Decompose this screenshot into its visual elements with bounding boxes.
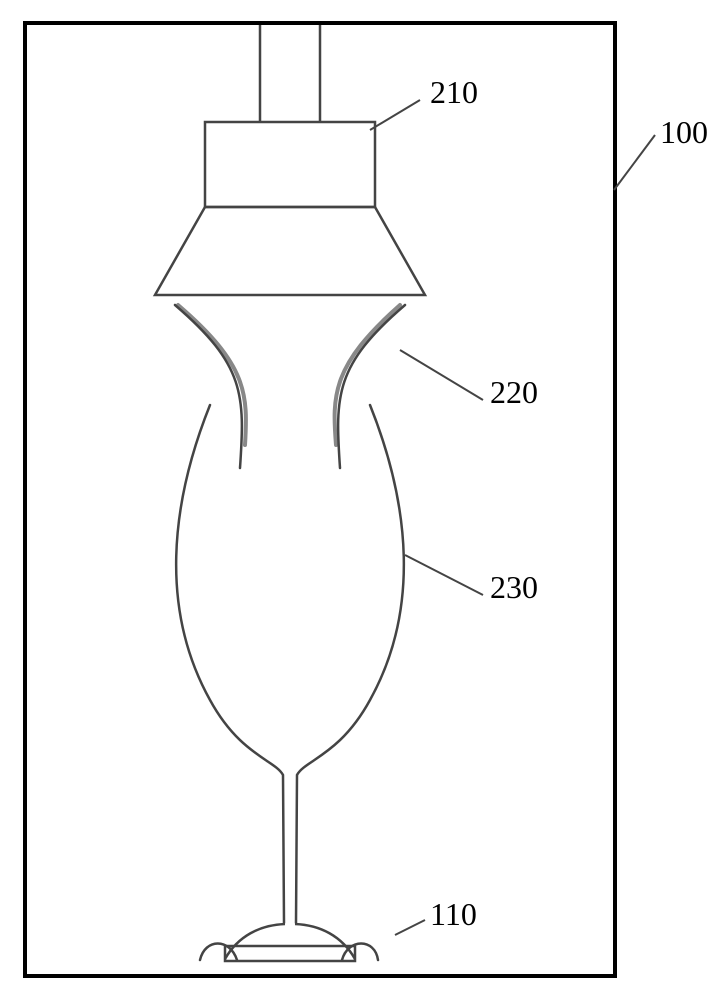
label-230: 230 <box>490 569 538 606</box>
top-wires <box>260 25 320 122</box>
outer-frame <box>25 23 615 976</box>
leader-lines <box>370 100 655 935</box>
label-110: 110 <box>430 896 477 933</box>
top-block <box>205 122 375 207</box>
glass-bowl <box>176 405 404 923</box>
label-100: 100 <box>660 114 708 151</box>
foot <box>225 924 355 961</box>
label-220: 220 <box>490 374 538 411</box>
label-210: 210 <box>430 74 478 111</box>
technical-figure <box>0 0 719 1000</box>
funnel <box>155 207 425 295</box>
inner-curves <box>175 305 405 468</box>
